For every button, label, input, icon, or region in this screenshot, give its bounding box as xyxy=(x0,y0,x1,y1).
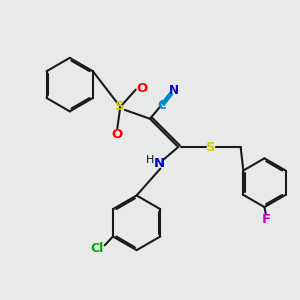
Text: Cl: Cl xyxy=(90,242,103,256)
Text: N: N xyxy=(169,84,179,98)
Text: S: S xyxy=(206,140,216,154)
Text: H: H xyxy=(146,155,155,165)
Text: O: O xyxy=(111,128,122,141)
Text: S: S xyxy=(116,100,125,113)
Text: N: N xyxy=(153,157,164,170)
Text: O: O xyxy=(136,82,147,95)
Text: C: C xyxy=(157,99,166,112)
Text: F: F xyxy=(262,213,272,226)
